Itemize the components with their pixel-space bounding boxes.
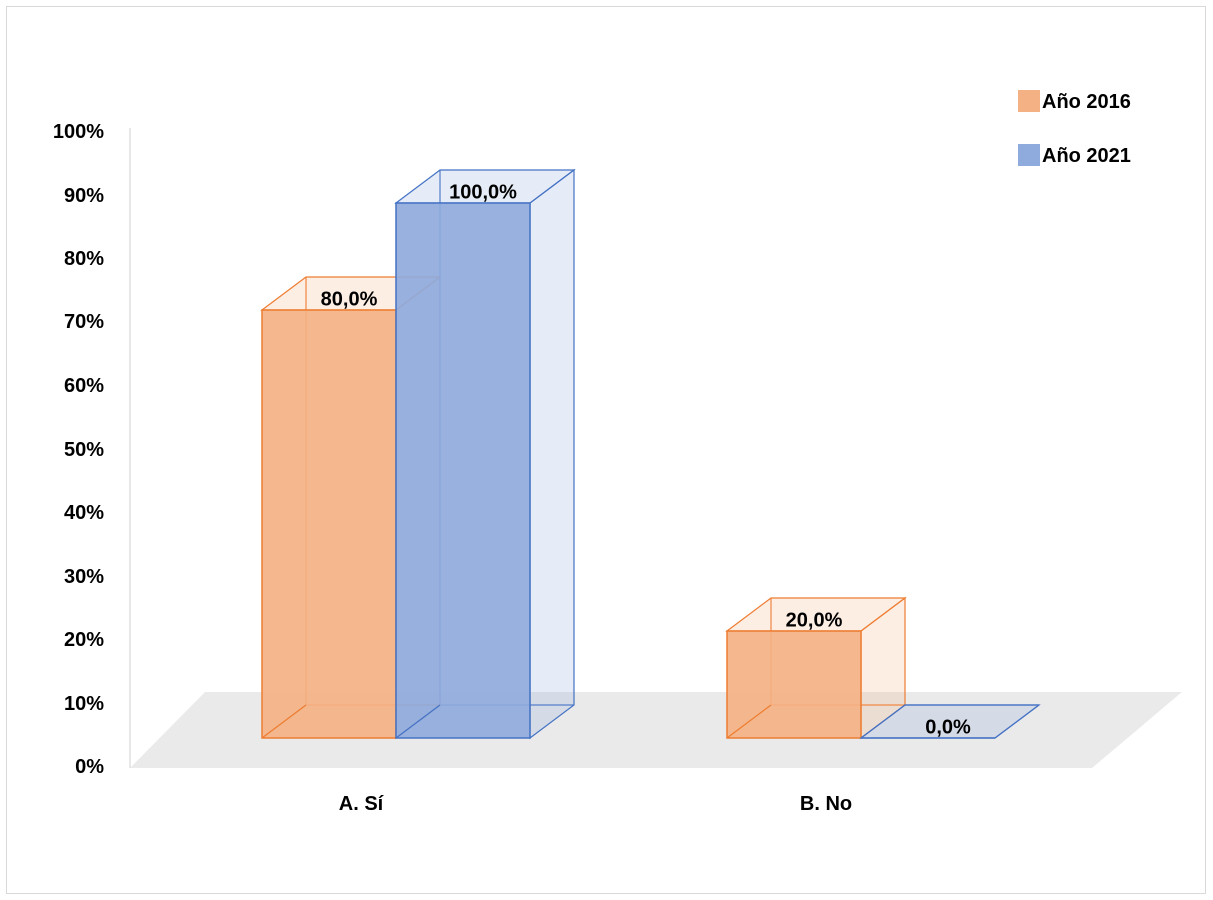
plot-area	[260, 168, 1041, 740]
y-tick-label: 20%	[64, 629, 104, 651]
category-label-b-no: B. No	[800, 793, 852, 815]
legend-swatch	[1018, 90, 1040, 112]
bar-depth-edge	[726, 704, 772, 739]
y-tick-label: 80%	[64, 248, 104, 270]
bar-side-face	[529, 168, 575, 740]
category-label-a-si: A. Sí	[339, 793, 385, 815]
bar-front-face	[726, 630, 862, 739]
legend-item-ano-2021: Año 2021	[1018, 144, 1131, 167]
bar-front-face	[395, 202, 531, 739]
value-axis: 0% 10% 20% 30% 40% 50% 60% 70% 80% 90% 100% A. Sí B.…	[53, 121, 852, 815]
y-tick-label: 10%	[64, 693, 104, 715]
bar-depth-edge	[261, 704, 307, 739]
data-label-ano-2016-a-si: 80,0%	[321, 289, 378, 311]
y-tick-label: 0%	[75, 756, 104, 778]
y-tick-label: 40%	[64, 502, 104, 524]
y-tick-label: 60%	[64, 375, 104, 397]
bar-ano-2016-b-no	[725, 596, 907, 740]
bar-front-face	[261, 309, 397, 739]
data-labels: 80,0% 20,0% 100,0% 0,0%	[321, 182, 971, 739]
legend: Año 2016 Año 2021	[1018, 90, 1131, 167]
bar-ano-2021-a-si	[394, 168, 576, 740]
legend-item-ano-2016: Año 2016	[1018, 90, 1131, 113]
bar-depth-edge	[395, 704, 441, 739]
bar-ano-2021-b-no	[859, 704, 1041, 739]
y-tick-label: 70%	[64, 311, 104, 333]
legend-label: Año 2021	[1042, 145, 1131, 167]
y-tick-label: 90%	[64, 185, 104, 207]
y-tick-label: 100%	[53, 121, 104, 143]
data-label-ano-2016-b-no: 20,0%	[786, 610, 843, 632]
legend-swatch	[1018, 144, 1040, 166]
bar-depth-edge	[860, 704, 906, 739]
data-label-ano-2021-b-no: 0,0%	[925, 717, 971, 739]
data-label-ano-2021-a-si: 100,0%	[449, 182, 517, 204]
y-tick-label: 30%	[64, 566, 104, 588]
y-tick-label: 50%	[64, 439, 104, 461]
legend-label: Año 2016	[1042, 91, 1131, 113]
